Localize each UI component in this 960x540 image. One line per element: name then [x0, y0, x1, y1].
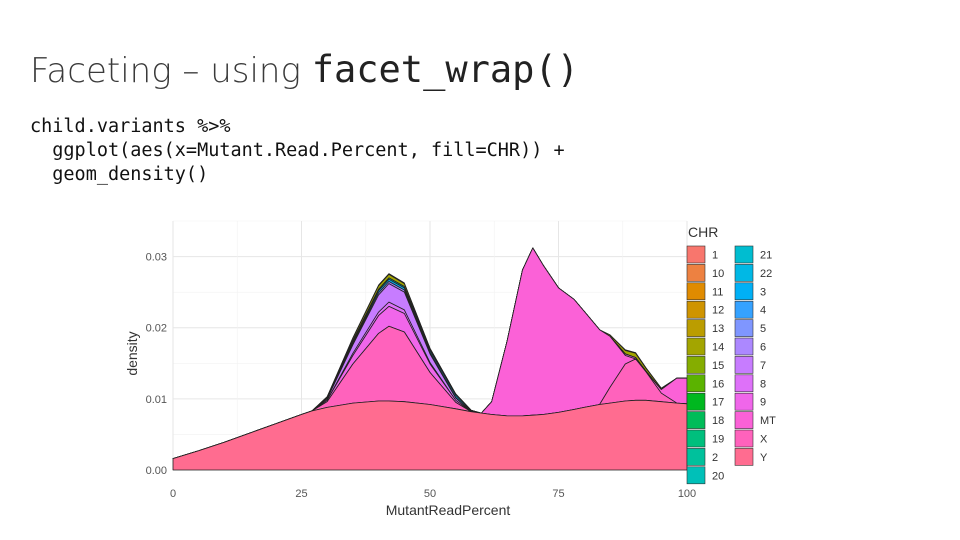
legend-key [686, 319, 706, 337]
legend-label: 13 [712, 323, 724, 335]
legend-label: 6 [760, 342, 766, 354]
slide-title: Faceting – using facet_wrap() [30, 48, 579, 91]
y-tick-label: 0.03 [146, 252, 167, 264]
legend-label: 17 [712, 397, 724, 409]
legend-key [734, 300, 754, 319]
legend-label: 10 [712, 268, 724, 280]
y-axis-label: density [124, 331, 140, 375]
legend-label: MT [760, 415, 776, 427]
legend-label: 4 [760, 305, 766, 317]
legend-label: 3 [760, 286, 766, 298]
legend-key [686, 374, 706, 393]
legend-label: 1 [712, 250, 718, 262]
legend-key [734, 429, 754, 448]
legend-label: 22 [760, 268, 772, 280]
legend-key [686, 448, 706, 466]
x-tick-label: 50 [424, 488, 436, 500]
legend-label: 16 [712, 378, 724, 390]
legend-key [686, 466, 706, 485]
legend-label: 19 [712, 434, 724, 446]
slide-title-text: Faceting – using [30, 51, 312, 91]
x-tick-label: 100 [678, 488, 696, 500]
x-tick-label: 0 [170, 488, 176, 500]
legend-key [686, 282, 706, 301]
y-tick-label: 0.01 [146, 394, 167, 406]
legend-key [686, 429, 706, 448]
legend-label: 8 [760, 378, 766, 390]
legend-label: 18 [712, 415, 724, 427]
legend-label: X [760, 434, 768, 446]
legend-label: Y [760, 452, 768, 464]
code-line: geom_density() [30, 164, 209, 185]
legend-label: 20 [712, 470, 724, 482]
legend-title: CHR [688, 224, 718, 240]
y-tick-label: 0.02 [146, 323, 167, 335]
density-chart-svg: 0.000.010.020.030 25 50 75 100MutantReadPerc… [124, 220, 776, 518]
code-line: child.variants %>% [30, 116, 231, 137]
legend-key [734, 448, 754, 466]
legend-key [686, 411, 706, 429]
legend-key [734, 392, 754, 411]
legend-key [734, 264, 754, 282]
legend-label: 12 [712, 305, 724, 317]
legend-label: 11 [712, 286, 723, 298]
legend-key [686, 356, 706, 374]
legend-key [734, 356, 754, 374]
y-tick-label: 0.00 [146, 465, 167, 477]
legend-key [734, 319, 754, 337]
slide-title-code: facet_wrap() [311, 48, 580, 91]
density-plot: 0.00 0.01 0.02 0.03 0 25 50 75 100 MutantReadPerc… [117, 213, 789, 526]
legend-key [734, 245, 754, 264]
legend-key [734, 374, 754, 393]
legend-label: 14 [712, 342, 724, 354]
legend-label: 2 [712, 452, 718, 464]
legend-key [686, 337, 706, 356]
legend-key [686, 392, 706, 411]
legend-label: 15 [712, 360, 724, 372]
x-axis-label: MutantReadPercent [386, 502, 511, 518]
legend-key [686, 264, 706, 282]
x-tick-label: 75 [552, 488, 564, 500]
code-block: child.variants %>% ggplot(aes(x=Mutant.R… [30, 115, 565, 187]
legend-label: 5 [760, 323, 766, 335]
legend-key [686, 245, 706, 264]
legend-key [734, 282, 754, 301]
legend-label: 7 [760, 360, 766, 372]
legend-key [734, 411, 754, 429]
legend-key [686, 300, 706, 319]
legend-label: 21 [760, 250, 772, 262]
legend-key [734, 337, 754, 356]
code-line: ggplot(aes(x=Mutant.Read.Percent, fill=C… [30, 140, 565, 161]
density-area-Y [172, 399, 688, 471]
x-tick-label: 25 [295, 488, 307, 500]
legend-label: 9 [760, 397, 766, 409]
